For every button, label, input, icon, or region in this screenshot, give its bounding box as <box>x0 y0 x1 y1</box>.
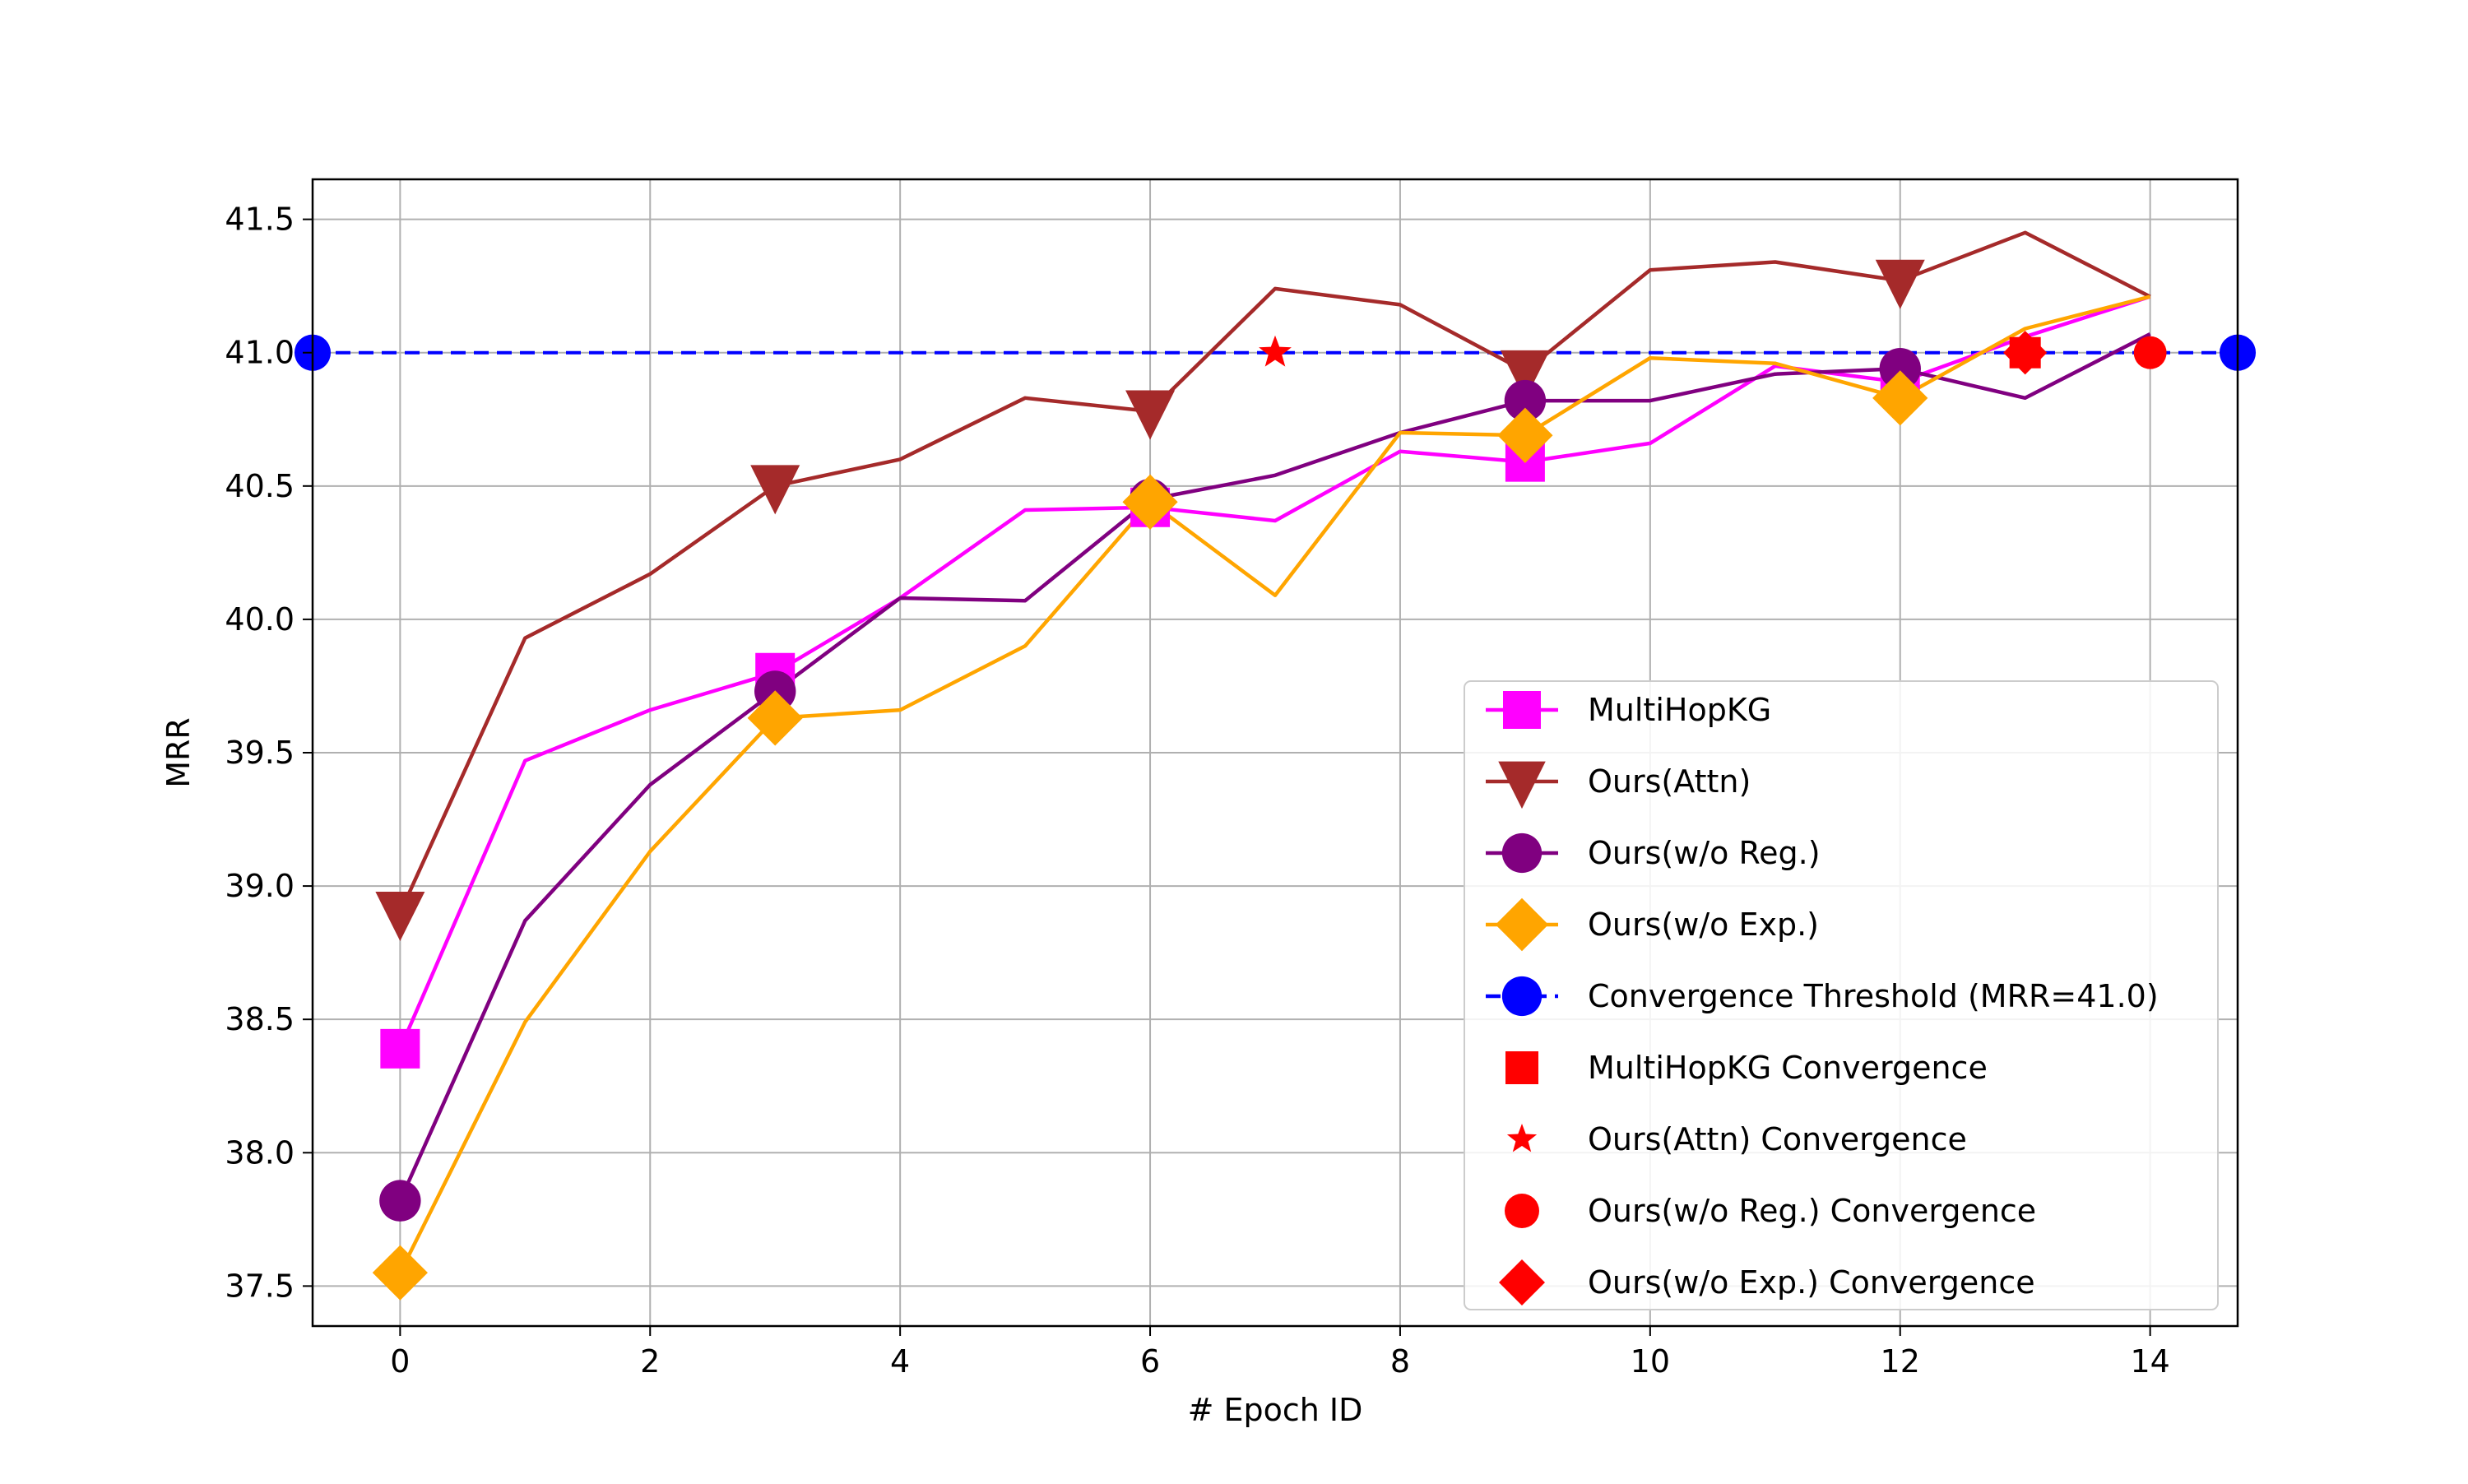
y-tick-label: 41.5 <box>225 202 295 238</box>
data-point <box>1497 407 1553 463</box>
y-tick-label: 40.0 <box>225 601 295 638</box>
data-point <box>1500 350 1550 400</box>
legend-marker <box>1498 761 1546 809</box>
legend-label: Convergence Threshold (MRR=41.0) <box>1588 978 2159 1014</box>
x-tick-label: 8 <box>1390 1343 1410 1380</box>
convergence-point <box>2133 336 2167 369</box>
x-axis-label: # Epoch ID <box>1188 1392 1363 1428</box>
series-line <box>398 332 2151 1202</box>
legend: MultiHopKG Ours(Attn) Ours(w/o Reg.) Ours(w… <box>1464 680 2219 1310</box>
legend-marker <box>1505 1051 1538 1084</box>
legend-label: Ours(Attn) <box>1588 763 1751 800</box>
series-layer <box>294 230 2257 1301</box>
data-point <box>1125 390 1176 440</box>
y-tick-label: 39.5 <box>225 735 295 771</box>
legend-box <box>1464 680 2219 1310</box>
data-point <box>747 690 803 746</box>
legend-label: MultiHopKG <box>1588 692 1771 728</box>
legend-label: Ours(w/o Exp.) <box>1588 907 1819 943</box>
data-point <box>1122 474 1178 530</box>
y-tick-label: 38.5 <box>225 1001 295 1037</box>
legend-marker <box>1506 1124 1538 1152</box>
data-point <box>1879 347 1921 390</box>
data-point <box>750 465 800 515</box>
data-point <box>1872 370 1928 426</box>
data-point <box>380 1028 420 1069</box>
y-axis-label: MRR <box>160 717 197 788</box>
x-tick-label: 6 <box>1140 1343 1160 1380</box>
x-tick-label: 4 <box>890 1343 910 1380</box>
y-tick-label: 38.0 <box>225 1134 295 1171</box>
x-tick-label: 14 <box>2130 1343 2169 1380</box>
legend-marker <box>1505 1194 1539 1228</box>
y-tick-label: 40.5 <box>225 468 295 504</box>
x-tick-label: 12 <box>1881 1343 1920 1380</box>
legend-marker <box>1499 1259 1545 1305</box>
legend-label: Ours(w/o Reg.) Convergence <box>1588 1193 2036 1229</box>
legend-label: Ours(Attn) Convergence <box>1588 1121 1967 1157</box>
y-tick-label: 37.5 <box>225 1268 295 1304</box>
x-tick-label: 2 <box>640 1343 660 1380</box>
convergence-point <box>2003 331 2048 375</box>
axes: 0 2 4 6 8 10 12 14 37.5 38.0 38.5 39.0 39.5 40.0 40.5 4… <box>225 202 2169 1380</box>
series-line <box>398 294 2151 1050</box>
x-tick-label: 10 <box>1631 1343 1670 1380</box>
data-point <box>1875 259 1925 309</box>
y-tick-label: 39.0 <box>225 868 295 904</box>
legend-marker <box>1501 976 1542 1017</box>
data-point <box>372 1245 428 1301</box>
data-point <box>375 892 425 942</box>
x-tick-label: 0 <box>390 1343 410 1380</box>
legend-label: MultiHopKG Convergence <box>1588 1050 1988 1086</box>
data-point <box>379 1180 421 1222</box>
series-line <box>398 230 2151 914</box>
data-point <box>1504 379 1547 422</box>
legend-marker <box>1503 691 1541 729</box>
series-line <box>398 294 2151 1274</box>
legend-label: Ours(w/o Exp.) Convergence <box>1588 1264 2035 1301</box>
legend-marker <box>1501 832 1542 874</box>
y-tick-label: 41.0 <box>225 335 295 371</box>
legend-label: Ours(w/o Reg.) <box>1588 835 1821 871</box>
legend-marker <box>1495 897 1549 952</box>
convergence-point <box>1259 335 1292 367</box>
